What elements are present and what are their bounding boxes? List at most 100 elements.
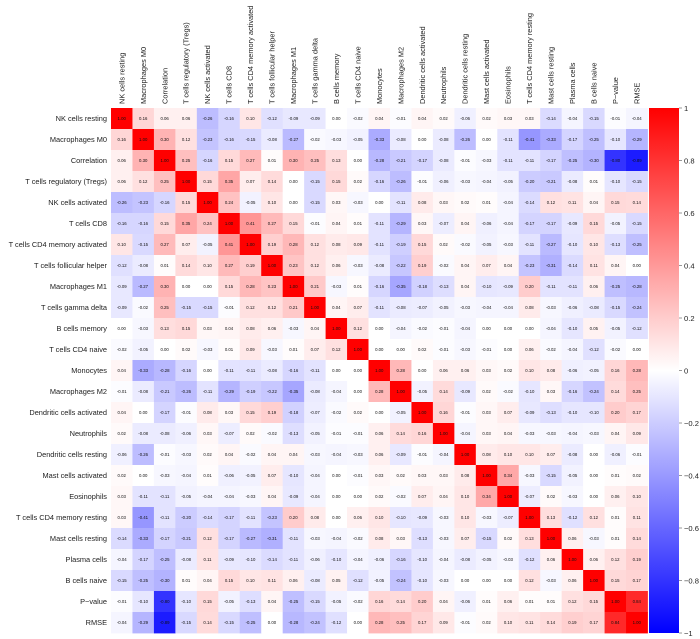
- cell-value: -0.26: [460, 137, 470, 142]
- cell-value: 0.19: [268, 410, 277, 415]
- cell-value: -0.04: [503, 305, 513, 310]
- heatmap-cell: [454, 108, 477, 130]
- cell-value: -0.04: [310, 494, 320, 499]
- heatmap-cell: [497, 234, 520, 256]
- cell-value: -0.04: [567, 347, 577, 352]
- heatmap-cell: [583, 150, 605, 172]
- heatmap-cell: [368, 171, 391, 193]
- heatmap-cell: [604, 528, 627, 550]
- cell-value: -0.03: [589, 431, 599, 436]
- heatmap-cell: [604, 591, 627, 613]
- cell-value: 0.00: [268, 620, 277, 625]
- cell-value: -0.02: [503, 389, 513, 394]
- cell-value: 0.02: [354, 179, 363, 184]
- cell-value: 0.06: [160, 116, 169, 121]
- heatmap-cell: [454, 528, 477, 550]
- cell-value: -0.04: [632, 116, 642, 121]
- cell-value: -0.16: [224, 116, 234, 121]
- cell-value: 0.08: [246, 326, 255, 331]
- heatmap-cell: [475, 234, 498, 256]
- cell-value: -0.10: [331, 557, 341, 562]
- cell-value: 0.00: [375, 200, 384, 205]
- cell-value: -0.08: [181, 557, 191, 562]
- heatmap-cell: [347, 276, 369, 298]
- heatmap-cell: [368, 402, 391, 424]
- heatmap-cell: [261, 360, 284, 382]
- heatmap-cell: [518, 444, 541, 466]
- heatmap-cell: [218, 612, 241, 634]
- heatmap-cell: [540, 276, 563, 298]
- heatmap-cell: [411, 255, 434, 277]
- heatmap-cell: [282, 486, 305, 508]
- heatmap-cell: [454, 612, 477, 634]
- cell-value: 0.01: [611, 473, 620, 478]
- cell-value: 0.03: [118, 515, 127, 520]
- cell-value: 0.07: [268, 473, 277, 478]
- heatmap-cell: [497, 465, 520, 487]
- heatmap-cell: [196, 339, 219, 361]
- heatmap-cell: [475, 549, 498, 571]
- heatmap-cell: [175, 360, 198, 382]
- heatmap-cell: [218, 318, 241, 340]
- heatmap-cell: [389, 192, 412, 214]
- cell-value: 0.15: [590, 221, 599, 226]
- cell-value: 0.15: [590, 599, 599, 604]
- cell-value: 0.25: [182, 158, 191, 163]
- heatmap-cell: [583, 612, 605, 634]
- cell-value: 0.01: [354, 284, 363, 289]
- cell-value: -0.02: [417, 326, 427, 331]
- cell-value: -0.10: [482, 284, 492, 289]
- heatmap-cell: [261, 528, 284, 550]
- heatmap-cell: [218, 486, 241, 508]
- heatmap-cell: [261, 486, 284, 508]
- heatmap-cell: [153, 234, 176, 256]
- cell-value: 0.02: [482, 116, 491, 121]
- cell-value: -0.04: [503, 221, 513, 226]
- heatmap-cell: [411, 108, 434, 130]
- cell-value: 0.02: [418, 347, 427, 352]
- cell-value: -0.07: [525, 494, 535, 499]
- heatmap-cell: [261, 276, 284, 298]
- heatmap-cell: [132, 381, 155, 403]
- column-label: B cells naive: [589, 63, 598, 105]
- heatmap-cell: [111, 465, 133, 487]
- cell-value: 0.25: [633, 389, 642, 394]
- heatmap-cell: [196, 402, 219, 424]
- cell-value: 0.00: [289, 179, 298, 184]
- cell-value: -0.01: [439, 347, 449, 352]
- heatmap-cell: [239, 570, 262, 592]
- column-label: T cells CD4 memory activated: [246, 6, 255, 104]
- heatmap-cell: [196, 423, 219, 445]
- cell-value: -0.15: [310, 179, 320, 184]
- heatmap-cell: [561, 129, 584, 151]
- cell-value: -0.17: [546, 221, 556, 226]
- heatmap-cell: [132, 528, 155, 550]
- cell-value: 0.13: [525, 536, 534, 541]
- cell-value: 0.00: [332, 368, 341, 373]
- heatmap-cell: [389, 360, 412, 382]
- heatmap-cell: [347, 570, 369, 592]
- column-labels: NK cells resting Macrophages M0 Correlatio…: [117, 6, 641, 104]
- column-label: B cells memory: [332, 53, 341, 104]
- heatmap-cell: [111, 486, 133, 508]
- cell-value: -0.01: [331, 431, 341, 436]
- cell-value: 0.07: [504, 410, 513, 415]
- heatmap-cell: [604, 612, 627, 634]
- heatmap-cell: [111, 549, 133, 571]
- cell-value: -0.20: [525, 179, 535, 184]
- heatmap-cell: [282, 255, 305, 277]
- heatmap-cell: [411, 150, 434, 172]
- cell-value: 0.02: [439, 242, 448, 247]
- heatmap-cell: [604, 486, 627, 508]
- colorbar-tick-label: 0.8: [684, 156, 695, 165]
- column-label: Neutrophils: [439, 66, 448, 104]
- heatmap-cell: [153, 549, 176, 571]
- cell-value: -0.08: [460, 557, 470, 562]
- heatmap-cell: [132, 192, 155, 214]
- cell-value: -0.25: [567, 158, 577, 163]
- heatmap-cell: [153, 423, 176, 445]
- heatmap-cell: [497, 381, 520, 403]
- colorbar-tick-label: −0.4: [684, 471, 699, 480]
- cell-value: 0.02: [118, 473, 127, 478]
- cell-value: -0.15: [203, 305, 213, 310]
